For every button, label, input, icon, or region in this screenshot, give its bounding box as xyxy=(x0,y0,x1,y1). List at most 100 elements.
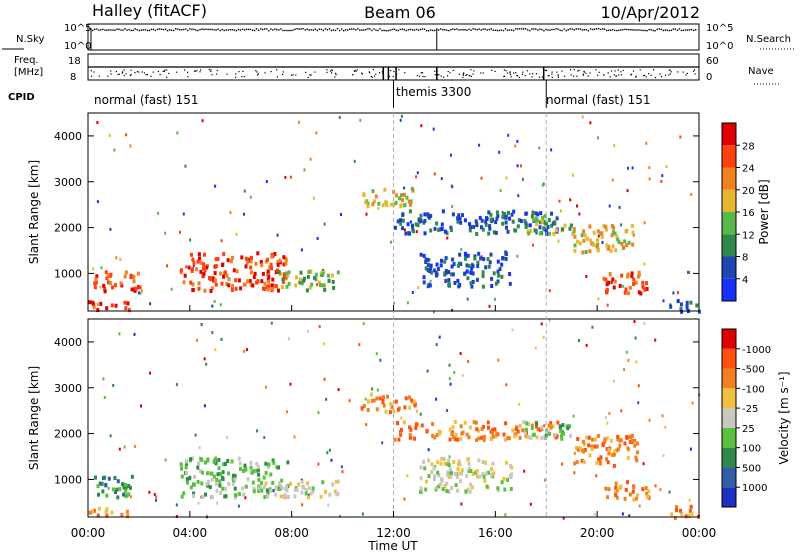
scatter-cell xyxy=(662,454,665,457)
echo-cell xyxy=(484,460,487,465)
noise-point xyxy=(349,28,351,30)
echo-cell xyxy=(645,281,648,286)
echo-cell xyxy=(575,460,579,465)
echo-cell xyxy=(433,435,437,440)
echo-cell xyxy=(480,435,484,440)
echo-cell xyxy=(482,434,486,439)
echo-cell xyxy=(408,425,412,430)
echo-cell xyxy=(326,273,330,278)
echo-cell xyxy=(266,272,270,277)
echo-cell xyxy=(475,438,479,442)
echo-cell xyxy=(467,264,471,269)
echo-cell xyxy=(453,281,457,285)
noise-point xyxy=(353,28,355,30)
echo-cell xyxy=(676,299,680,304)
nave-point xyxy=(617,69,619,71)
nave-point xyxy=(404,72,406,74)
noise-point xyxy=(235,29,238,32)
nave-point xyxy=(694,73,696,75)
echo-cell xyxy=(459,479,462,484)
echo-cell xyxy=(237,492,241,496)
echo-cell xyxy=(578,445,582,450)
echo-cell xyxy=(331,482,335,487)
echo-cell xyxy=(604,486,608,491)
scatter-cell xyxy=(317,411,320,415)
echo-cell xyxy=(257,477,261,482)
noise-tick-left-top: 10^5 xyxy=(64,23,91,34)
echo-cell xyxy=(274,283,278,288)
echo-cell xyxy=(120,512,124,517)
echo-cell xyxy=(487,210,491,215)
echo-cell xyxy=(381,203,385,208)
echo-cell xyxy=(212,277,216,282)
noise-point xyxy=(205,28,207,30)
echo-cell xyxy=(189,485,193,490)
echo-cell xyxy=(464,254,468,259)
echo-cell xyxy=(266,257,270,262)
echo-cell xyxy=(401,212,405,217)
echo-cell xyxy=(596,433,600,438)
echo-cell xyxy=(243,282,247,287)
noise-point xyxy=(96,28,98,30)
scatter-cell xyxy=(138,291,140,295)
nave-point xyxy=(255,70,257,72)
echo-cell xyxy=(596,229,600,234)
echo-cell xyxy=(606,495,610,500)
noise-point xyxy=(288,29,290,32)
noise-point xyxy=(292,29,294,31)
scatter-cell xyxy=(96,121,99,124)
echo-cell xyxy=(539,211,543,216)
colorbar-swatch xyxy=(722,447,736,468)
echo-cell xyxy=(88,510,92,515)
echo-cell xyxy=(104,510,108,515)
scatter-cell xyxy=(286,410,288,414)
echo-cell xyxy=(110,510,114,515)
nave-point xyxy=(307,76,309,78)
nave-point xyxy=(310,74,312,76)
scatter-cell xyxy=(497,358,500,362)
echo-cell xyxy=(201,266,205,271)
echo-cell xyxy=(669,304,673,309)
echo-cell xyxy=(509,464,512,468)
echo-cell xyxy=(471,472,475,477)
echo-cell xyxy=(273,252,277,256)
noise-point xyxy=(541,28,543,31)
noise-point xyxy=(642,29,644,32)
nave-point xyxy=(420,72,422,74)
scatter-cell xyxy=(446,236,449,240)
nave-point xyxy=(123,75,125,77)
scatter-cell xyxy=(153,493,156,496)
noise-point xyxy=(417,29,420,31)
echo-cell xyxy=(519,219,523,223)
echo-cell xyxy=(617,486,621,491)
echo-cell xyxy=(200,481,204,486)
cpid-segment-label: normal (fast) 151 xyxy=(94,93,198,107)
echo-cell xyxy=(182,491,186,496)
echo-cell xyxy=(426,212,430,217)
scatter-cell xyxy=(595,474,598,478)
nave-point xyxy=(138,71,140,73)
echo-cell xyxy=(559,429,563,433)
scatter-cell xyxy=(301,503,304,507)
echo-cell xyxy=(464,489,468,494)
nave-point xyxy=(334,76,336,78)
noise-point xyxy=(104,29,106,31)
echo-cell xyxy=(216,472,220,477)
scatter-cell xyxy=(109,434,112,438)
echo-cell xyxy=(271,458,275,463)
echo-cell xyxy=(282,272,286,277)
noise-point xyxy=(543,30,545,32)
echo-cell xyxy=(204,492,207,497)
noise-point xyxy=(438,29,440,31)
nave-point xyxy=(564,75,566,77)
noise-point xyxy=(425,30,428,32)
noise-point xyxy=(274,28,276,30)
echo-cell xyxy=(293,487,297,492)
echo-cell xyxy=(179,270,183,275)
echo-cell xyxy=(504,214,508,219)
nave-point xyxy=(557,76,559,78)
echo-cell xyxy=(481,284,485,289)
echo-cell xyxy=(249,259,253,264)
noise-point xyxy=(253,29,256,32)
echo-cell xyxy=(209,289,213,293)
